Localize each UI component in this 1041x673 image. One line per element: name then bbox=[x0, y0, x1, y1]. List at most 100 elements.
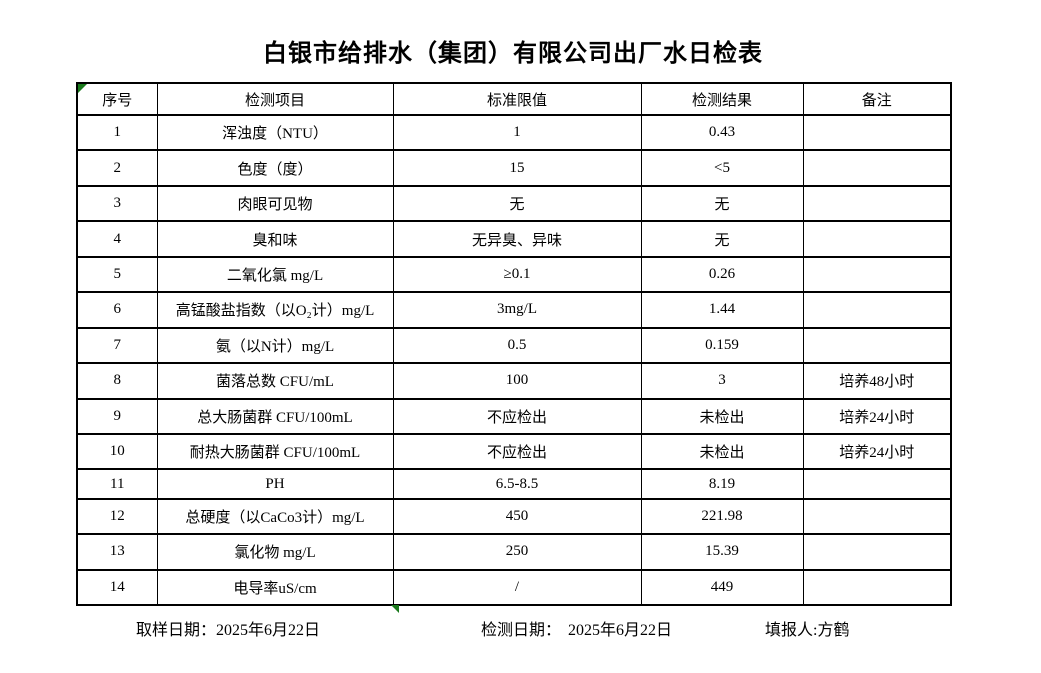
reporter: 填报人:方鹤 bbox=[765, 616, 849, 640]
cell-limit: 无异臭、异味 bbox=[392, 220, 642, 258]
table-row: 14 电导率uS/cm / 449 bbox=[76, 568, 952, 606]
cell-seq: 4 bbox=[76, 220, 158, 258]
cell-item: 肉眼可见物 bbox=[156, 184, 394, 222]
cell-limit: 450 bbox=[392, 497, 642, 535]
cell-note bbox=[802, 220, 952, 258]
col-header-seq: 序号 bbox=[76, 82, 158, 116]
sampling-date-label: 取样日期： bbox=[136, 622, 217, 639]
cell-result: 未检出 bbox=[640, 432, 804, 470]
cell-limit: 250 bbox=[392, 533, 642, 571]
test-date: 检测日期： 2025年6月22日 bbox=[481, 616, 672, 640]
cell-item: 色度（度） bbox=[156, 149, 394, 187]
cell-note: 培养24小时 bbox=[802, 397, 952, 435]
table-row: 3 肉眼可见物 无 无 bbox=[76, 184, 952, 222]
cell-limit: 无 bbox=[392, 184, 642, 222]
footer: 取样日期：2025年6月22日 检测日期： 2025年6月22日 填报人:方鹤 bbox=[0, 616, 1041, 640]
table-row: 5 二氧化氯 mg/L ≥0.1 0.26 bbox=[76, 255, 952, 293]
cell-item: 菌落总数 CFU/mL bbox=[156, 362, 394, 400]
cell-item: PH bbox=[156, 468, 394, 500]
cell-seq: 12 bbox=[76, 497, 158, 535]
cell-seq: 6 bbox=[76, 291, 158, 329]
cell-note bbox=[802, 184, 952, 222]
table-row: 1 浑浊度（NTU） 1 0.43 bbox=[76, 113, 952, 151]
cell-item: 电导率uS/cm bbox=[156, 568, 394, 606]
cell-limit: 不应检出 bbox=[392, 397, 642, 435]
table-row: 4 臭和味 无异臭、异味 无 bbox=[76, 220, 952, 258]
cell-note bbox=[802, 568, 952, 606]
table-row: 11 PH 6.5-8.5 8.19 bbox=[76, 468, 952, 500]
table-row: 9 总大肠菌群 CFU/100mL 不应检出 未检出 培养24小时 bbox=[76, 397, 952, 435]
cell-result: <5 bbox=[640, 149, 804, 187]
cell-note bbox=[802, 533, 952, 571]
cell-seq: 7 bbox=[76, 326, 158, 364]
test-date-value: 2025年6月22日 bbox=[568, 622, 673, 639]
cell-note bbox=[802, 326, 952, 364]
cell-item: 高锰酸盐指数（以O₂计）mg/L bbox=[156, 291, 394, 329]
cell-seq: 10 bbox=[76, 432, 158, 470]
cell-note bbox=[802, 497, 952, 535]
cell-note: 培养48小时 bbox=[802, 362, 952, 400]
cell-seq: 13 bbox=[76, 533, 158, 571]
table-row: 7 氨（以N计）mg/L 0.5 0.159 bbox=[76, 326, 952, 364]
cell-note bbox=[802, 255, 952, 293]
cell-note bbox=[802, 468, 952, 500]
cell-item: 总硬度（以CaCo3计）mg/L bbox=[156, 497, 394, 535]
cell-seq: 1 bbox=[76, 113, 158, 151]
reporter-value: 方鹤 bbox=[817, 622, 850, 639]
cell-result: 0.43 bbox=[640, 113, 804, 151]
table-row: 2 色度（度） 15 <5 bbox=[76, 149, 952, 187]
cell-item: 耐热大肠菌群 CFU/100mL bbox=[156, 432, 394, 470]
cell-result: 0.26 bbox=[640, 255, 804, 293]
cell-seq: 14 bbox=[76, 568, 158, 606]
cell-result: 449 bbox=[640, 568, 804, 606]
cell-result: 8.19 bbox=[640, 468, 804, 500]
sampling-date-value: 2025年6月22日 bbox=[216, 622, 321, 639]
cell-limit: 100 bbox=[392, 362, 642, 400]
table-row: 10 耐热大肠菌群 CFU/100mL 不应检出 未检出 培养24小时 bbox=[76, 432, 952, 470]
cell-item: 二氧化氯 mg/L bbox=[156, 255, 394, 293]
cell-seq: 9 bbox=[76, 397, 158, 435]
reporter-label: 填报人: bbox=[765, 622, 818, 639]
green-bottom-marker-icon bbox=[391, 605, 399, 613]
green-corner-marker-icon bbox=[78, 84, 87, 93]
cell-item: 臭和味 bbox=[156, 220, 394, 258]
cell-result: 1.44 bbox=[640, 291, 804, 329]
cell-limit: 15 bbox=[392, 149, 642, 187]
cell-result: 无 bbox=[640, 220, 804, 258]
sampling-date: 取样日期：2025年6月22日 bbox=[136, 616, 320, 640]
cell-item: 总大肠菌群 CFU/100mL bbox=[156, 397, 394, 435]
cell-limit: 1 bbox=[392, 113, 642, 151]
cell-note bbox=[802, 113, 952, 151]
cell-limit: 3mg/L bbox=[392, 291, 642, 329]
cell-seq: 11 bbox=[76, 468, 158, 500]
table-row: 8 菌落总数 CFU/mL 100 3 培养48小时 bbox=[76, 362, 952, 400]
cell-result: 0.159 bbox=[640, 326, 804, 364]
cell-limit: 不应检出 bbox=[392, 432, 642, 470]
cell-result: 15.39 bbox=[640, 533, 804, 571]
table-body: 1 浑浊度（NTU） 1 0.43 2 色度（度） 15 <5 3 肉眼可见物 … bbox=[76, 113, 952, 606]
col-header-note: 备注 bbox=[802, 82, 952, 116]
cell-note bbox=[802, 149, 952, 187]
cell-item: 氯化物 mg/L bbox=[156, 533, 394, 571]
table-header: 序号 检测项目 标准限值 检测结果 备注 bbox=[76, 82, 952, 116]
cell-note: 培养24小时 bbox=[802, 432, 952, 470]
cell-limit: / bbox=[392, 568, 642, 606]
inspection-table: 序号 检测项目 标准限值 检测结果 备注 1 浑浊度（NTU） 1 0.43 2… bbox=[76, 82, 952, 606]
cell-seq: 5 bbox=[76, 255, 158, 293]
test-date-label: 检测日期： bbox=[481, 622, 562, 639]
cell-seq: 8 bbox=[76, 362, 158, 400]
cell-limit: 0.5 bbox=[392, 326, 642, 364]
cell-item: 浑浊度（NTU） bbox=[156, 113, 394, 151]
col-header-item: 检测项目 bbox=[156, 82, 394, 116]
col-header-limit: 标准限值 bbox=[392, 82, 642, 116]
cell-item: 氨（以N计）mg/L bbox=[156, 326, 394, 364]
cell-note bbox=[802, 291, 952, 329]
col-header-result: 检测结果 bbox=[640, 82, 804, 116]
cell-result: 无 bbox=[640, 184, 804, 222]
table-row: 6 高锰酸盐指数（以O₂计）mg/L 3mg/L 1.44 bbox=[76, 291, 952, 329]
cell-seq: 3 bbox=[76, 184, 158, 222]
cell-result: 3 bbox=[640, 362, 804, 400]
cell-limit: ≥0.1 bbox=[392, 255, 642, 293]
cell-seq: 2 bbox=[76, 149, 158, 187]
